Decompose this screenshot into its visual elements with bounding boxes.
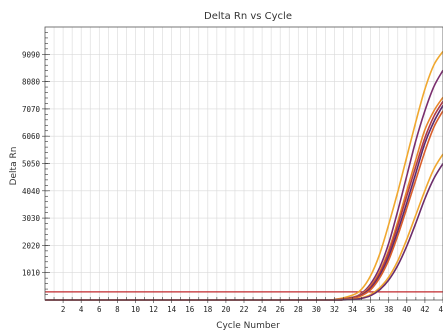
x-tick-label: 14 bbox=[167, 305, 177, 314]
y-tick-label: 8080 bbox=[22, 78, 41, 87]
x-tick-label: 30 bbox=[312, 305, 322, 314]
y-tick-label: 7070 bbox=[22, 105, 41, 114]
x-tick-label: 36 bbox=[366, 305, 376, 314]
x-tick-label: 4 bbox=[79, 305, 84, 314]
x-tick-label: 26 bbox=[276, 305, 286, 314]
y-axis-label: Delta Rn bbox=[9, 147, 19, 186]
y-tick-label: 5050 bbox=[22, 160, 41, 169]
x-tick-label: 12 bbox=[149, 305, 158, 314]
y-tick-label: 2020 bbox=[22, 241, 41, 250]
x-tick-label: 10 bbox=[131, 305, 141, 314]
x-tick-label: 34 bbox=[348, 305, 358, 314]
x-tick-label: 28 bbox=[294, 305, 304, 314]
x-tick-label: 16 bbox=[185, 305, 195, 314]
y-tick-label: 3030 bbox=[22, 214, 41, 223]
x-tick-label: 6 bbox=[97, 305, 102, 314]
x-tick-label: 18 bbox=[203, 305, 213, 314]
x-tick-label: 20 bbox=[221, 305, 231, 314]
chart-title: Delta Rn vs Cycle bbox=[204, 11, 292, 22]
x-tick-label: 2 bbox=[61, 305, 66, 314]
y-tick-label: 6060 bbox=[22, 132, 41, 141]
y-tick-label: 4040 bbox=[22, 187, 41, 196]
y-tick-label: 9090 bbox=[22, 50, 41, 59]
x-tick-label: 42 bbox=[420, 305, 429, 314]
x-tick-label: 38 bbox=[384, 305, 394, 314]
x-tick-label: 24 bbox=[258, 305, 268, 314]
x-axis-label: Cycle Number bbox=[216, 321, 280, 331]
x-tick-label: 8 bbox=[115, 305, 120, 314]
x-tick-label: 40 bbox=[402, 305, 412, 314]
x-tick-label: 32 bbox=[330, 305, 339, 314]
y-tick-label: 1010 bbox=[22, 269, 41, 278]
x-tick-label: 22 bbox=[239, 305, 248, 314]
x-tick-label: 44 bbox=[438, 305, 443, 314]
